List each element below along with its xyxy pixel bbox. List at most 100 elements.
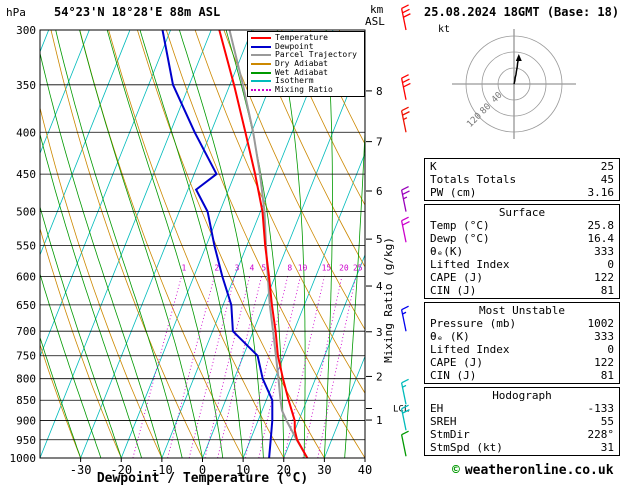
x-axis-title: Dewpoint / Temperature (°C) [97,471,308,486]
stat-label: PW (cm) [430,186,477,199]
stat-label: Temp (°C) [430,219,490,232]
stats-section: Hodograph EH -133 SREH 55 StmDir 228° StmSpd (k… [424,387,620,456]
pressure-tick-label: 450 [16,168,36,181]
mixing-ratio-label: 20 [339,263,349,272]
mixing-ratio-axis-label: Mixing Ratio (g/kg) [382,237,395,363]
temperature-curve [218,30,309,458]
legend: Temperature Dewpoint Parcel Trajectory Dry … [247,31,365,98]
stat-row: K 25 [425,160,619,173]
km-axis-unit: km [370,3,384,16]
stat-value: 3.16 [587,186,615,199]
pressure-axis-unit: hPa [6,6,26,19]
wind-barb [400,106,410,133]
stat-row: Temp (°C) 25.8 [425,219,619,232]
stat-label: θₑ (K) [430,330,470,343]
wind-barb [400,378,409,405]
legend-swatch [251,88,271,91]
pressure-tick-label: 850 [16,394,36,407]
temp-tick-label: -20 [110,463,132,477]
stat-value: 16.4 [587,232,615,245]
legend-label: Mixing Ratio [275,84,333,94]
mixing-ratio-label: 5 [261,263,266,272]
km-tick-label: 3 [376,326,383,339]
stat-row: Pressure (mb) 1002 [425,317,619,330]
stat-row: CIN (J) 81 [425,284,619,297]
wind-barb [400,216,410,243]
stat-row: Dewp (°C) 16.4 [425,232,619,245]
km-tick-label: 5 [376,233,383,246]
legend-label: Dewpoint [275,41,314,51]
asl-axis-unit: ASL [365,15,385,28]
legend-item: Parcel Trajectory [251,51,361,60]
legend-swatch [251,80,271,83]
stat-label: StmSpd (kt) [430,441,503,454]
pressure-tick-label: 600 [16,270,36,283]
wind-barb [400,404,410,431]
stat-label: CIN (J) [430,369,477,382]
stat-value: 1002 [587,317,615,330]
stat-value: 45 [600,173,614,186]
footer: © weatheronline.co.uk [452,463,614,478]
stat-label: θₑ(K) [430,245,464,258]
stat-label: CAPE (J) [430,356,483,369]
legend-swatch [251,71,271,74]
pressure-tick-label: 950 [16,434,36,447]
stat-label: Totals Totals [430,173,517,186]
dewpoint-curve [161,30,274,458]
stat-value: 122 [594,356,614,369]
pressure-tick-label: 800 [16,373,36,386]
stat-label: Lifted Index [430,258,510,271]
pressure-tick-label: 650 [16,299,36,312]
section-header: Surface [498,206,546,219]
copyright-symbol: © [452,463,460,478]
legend-swatch [251,45,271,48]
hodograph-ring-label: 40 [490,91,505,106]
section-header: Hodograph [492,389,552,402]
km-tick-label: 2 [376,370,383,383]
stat-row: Totals Totals 45 [425,173,619,186]
stat-row: CAPE (J) 122 [425,356,619,369]
temp-tick-label: -10 [151,463,173,477]
temp-tick-label: 30 [317,463,331,477]
km-tick-label: 4 [376,280,383,293]
stat-row: StmDir 228° [425,428,619,441]
mixing-ratio-label: 3 [235,263,240,272]
footer-site: weatheronline.co.uk [464,463,614,478]
temp-tick-label: 20 [277,463,291,477]
stat-label: StmDir [430,428,470,441]
legend-swatch [251,63,271,66]
legend-item: Mixing Ratio [251,84,361,95]
wind-barb [400,305,409,332]
stat-value: 25 [600,160,614,173]
stat-row: SREH 55 [425,415,619,428]
hodograph-arrowhead [515,54,522,61]
legend-item: Dewpoint [251,41,361,52]
hodograph-ring-label: 120 [465,111,484,130]
stats-section: K 25 Totals Totals 45 PW (cm) 3.16 [424,158,620,201]
stat-value: 333 [594,245,614,258]
stat-row: Lifted Index 0 [425,343,619,356]
stat-label: CIN (J) [430,284,477,297]
section-header: Most Unstable [478,304,566,317]
stats-section: Most Unstable Pressure (mb) 1002 θₑ (K) 333 L… [424,302,620,384]
pressure-tick-label: 1000 [10,452,37,465]
stat-label: SREH [430,415,457,428]
legend-swatch [251,54,271,57]
skewt-chart: 3003504004505005506006507007508008509009… [10,4,411,486]
mixing-ratio-label: 2 [214,263,219,272]
stat-label: CAPE (J) [430,271,483,284]
stat-row: PW (cm) 3.16 [425,186,619,199]
legend-item: Temperature [251,34,361,43]
pressure-tick-label: 700 [16,325,36,338]
stat-value: 0 [607,258,614,271]
wind-barb [400,430,409,457]
legend-item: Isotherm [251,77,361,86]
legend-label: Isotherm [275,76,314,86]
stat-label: EH [430,402,444,415]
temp-tick-label: 10 [236,463,250,477]
stat-label: K [430,160,437,173]
stat-value: 55 [600,415,614,428]
station-title: 54°23'N 18°28'E 88m ASL [54,5,221,19]
stat-value: 31 [600,441,614,454]
